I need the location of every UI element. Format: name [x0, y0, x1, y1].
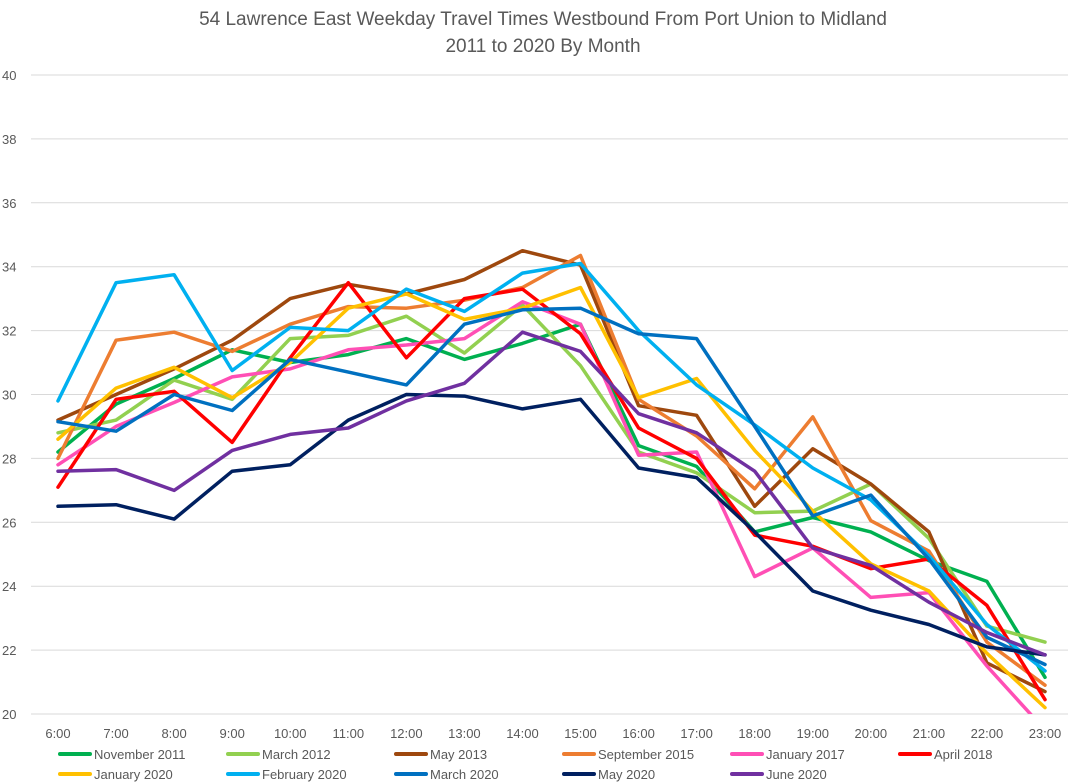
x-tick-label: 8:00: [161, 726, 186, 741]
legend-row: January 2020 February 2020 March 2020 May 2…: [58, 764, 1058, 784]
x-tick-label: 6:00: [45, 726, 70, 741]
x-tick-label: 20:00: [855, 726, 888, 741]
x-tick-label: 16:00: [622, 726, 655, 741]
legend-swatch: [562, 752, 596, 756]
legend-item: March 2012: [226, 747, 394, 762]
legend-item: February 2020: [226, 767, 394, 782]
x-axis-tick-labels: 6:00 7:00 8:00 9:00 10:00 11:00 12:00 13:00 14:0…: [45, 726, 1061, 741]
x-tick-label: 22:00: [971, 726, 1004, 741]
legend-item: September 2015: [562, 747, 730, 762]
legend-item: May 2020: [562, 767, 730, 782]
series-line-march-2012: [56, 303, 1047, 644]
y-tick-label: 26: [2, 515, 16, 530]
legend-label: June 2020: [766, 766, 827, 782]
series-line-november-2011: [56, 322, 1047, 680]
x-tick-label: 15:00: [564, 726, 597, 741]
legend-swatch: [58, 752, 92, 756]
y-tick-label: 36: [2, 196, 16, 211]
chart-subtitle: 2011 to 2020 By Month: [445, 36, 641, 57]
chart-title: 54 Lawrence East Weekday Travel Times We…: [0, 6, 1068, 60]
chart-title-line1: 54 Lawrence East Weekday Travel Times We…: [199, 9, 887, 30]
legend-label: September 2015: [598, 746, 695, 762]
legend-label: November 2011: [94, 746, 186, 762]
x-tick-label: 18:00: [738, 726, 771, 741]
legend-label: January 2017: [766, 746, 845, 762]
y-axis-tick-labels: 20 22 24 26 28 30 32 34 36 38 40: [2, 68, 16, 722]
x-tick-label: 14:00: [506, 726, 539, 741]
legend-item: April 2018: [898, 747, 1066, 762]
y-tick-label: 32: [2, 324, 16, 339]
gridlines: [31, 74, 1068, 715]
x-tick-label: 19:00: [796, 726, 829, 741]
legend-swatch: [394, 752, 428, 756]
y-tick-label: 38: [2, 132, 16, 147]
legend-item: June 2020: [730, 767, 898, 782]
legend-label: March 2012: [262, 746, 331, 762]
x-tick-label: 11:00: [333, 726, 365, 741]
series-line-february-2020: [56, 261, 1047, 673]
series-line-january-2020: [56, 285, 1047, 710]
x-tick-label: 7:00: [103, 726, 128, 741]
series-line-september-2015: [56, 253, 1047, 687]
series-lines: [56, 248, 1047, 714]
x-tick-label: 10:00: [274, 726, 307, 741]
legend-swatch: [898, 752, 932, 756]
y-tick-label: 30: [2, 388, 16, 403]
legend-label: March 2020: [430, 766, 499, 782]
y-tick-label: 22: [2, 643, 16, 658]
legend-swatch: [730, 772, 764, 776]
x-tick-label: 13:00: [448, 726, 481, 741]
x-tick-label: 21:00: [913, 726, 946, 741]
legend-swatch: [226, 772, 260, 776]
legend-swatch: [730, 752, 764, 756]
legend-label: May 2020: [598, 766, 656, 782]
legend-row: November 2011 March 2012 May 2013 September…: [58, 744, 1058, 764]
legend-swatch: [58, 772, 92, 776]
x-tick-label: 23:00: [1029, 726, 1062, 741]
legend-item: November 2011: [58, 747, 226, 762]
legend-label: January 2020: [94, 766, 173, 782]
legend-swatch: [226, 752, 260, 756]
series-line-june-2020: [56, 330, 1047, 657]
series-line-march-2020: [56, 306, 1047, 667]
x-tick-label: 12:00: [390, 726, 423, 741]
legend-item: March 2020: [394, 767, 562, 782]
y-tick-label: 34: [2, 260, 16, 275]
legend-item: January 2017: [730, 747, 898, 762]
legend-swatch: [562, 772, 596, 776]
legend-item: May 2013: [394, 747, 562, 762]
legend-label: February 2020: [262, 766, 347, 782]
legend-label: April 2018: [934, 746, 993, 762]
chart-legend: November 2011 March 2012 May 2013 September…: [58, 744, 1058, 784]
y-tick-label: 24: [2, 579, 16, 594]
series-line-may-2013: [56, 248, 1047, 694]
series-line-may-2020: [56, 392, 1047, 657]
x-tick-label: 17:00: [680, 726, 713, 741]
series-line-january-2017: [56, 300, 1033, 714]
legend-item: January 2020: [58, 767, 226, 782]
y-tick-label: 20: [2, 707, 16, 722]
legend-swatch: [394, 772, 428, 776]
y-tick-label: 28: [2, 451, 16, 466]
x-tick-label: 9:00: [220, 726, 245, 741]
legend-label: May 2013: [430, 746, 488, 762]
y-tick-label: 40: [2, 68, 16, 83]
